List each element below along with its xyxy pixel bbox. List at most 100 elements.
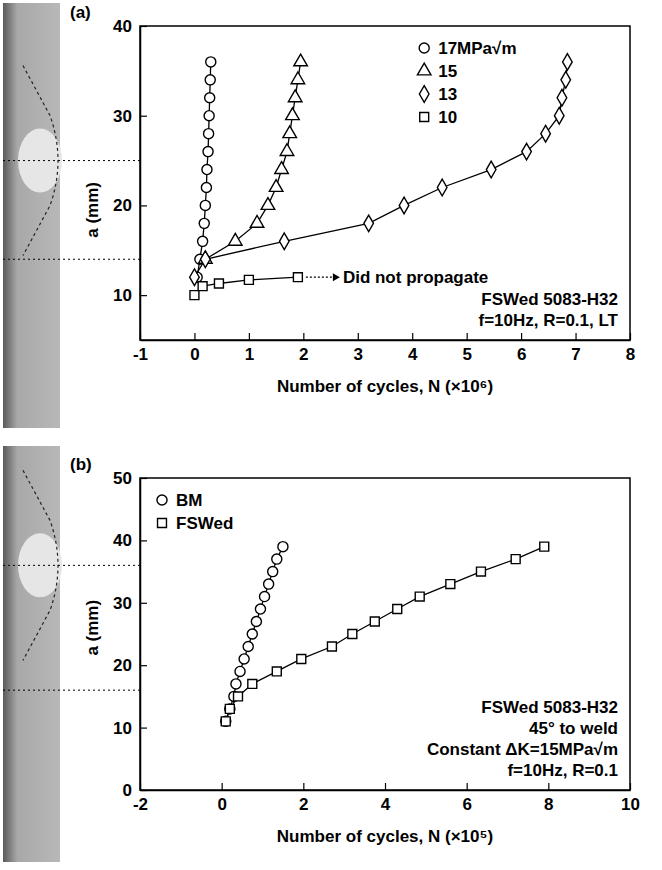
note: FSWed 5083-H3245° to weldConstant ΔK=15M… — [427, 698, 618, 780]
data-point — [247, 629, 257, 639]
tick: 40 — [113, 17, 147, 36]
tick-mark — [630, 783, 631, 790]
tick-label: 2 — [299, 795, 308, 814]
x-axis: -20246810 — [133, 783, 640, 814]
data-point — [511, 555, 520, 564]
tick-label: 30 — [113, 594, 132, 613]
series-line — [226, 547, 545, 722]
data-point — [370, 617, 379, 626]
y-axis-title: a (mm) — [83, 600, 102, 656]
data-point — [268, 567, 278, 577]
y-axis: 10 20 30 40 — [113, 17, 147, 341]
tick-label: 40 — [113, 531, 132, 550]
tick: 6 — [517, 333, 526, 364]
micrograph-image — [3, 3, 60, 428]
data-point — [557, 89, 567, 106]
data-point — [239, 654, 249, 664]
plot-data — [190, 54, 573, 300]
data-point — [204, 111, 214, 121]
tick-label: 4 — [381, 795, 391, 814]
tick-label: 40 — [113, 17, 132, 36]
axis-line — [140, 27, 142, 341]
x-axis-title: Number of cycles, N (×10⁵) — [277, 827, 493, 846]
data-point — [251, 616, 261, 626]
tick-mark — [194, 333, 195, 340]
tick: 8 — [544, 783, 553, 814]
tick-label: 6 — [517, 345, 526, 364]
tick-label: 1 — [245, 345, 254, 364]
tick: 8 — [626, 333, 635, 364]
y-axis-title: a (mm) — [83, 182, 102, 238]
data-point — [259, 592, 269, 602]
tick-label: 8 — [626, 345, 635, 364]
panel-label: (b) — [70, 455, 92, 474]
tick-mark — [575, 333, 576, 340]
data-point — [399, 197, 409, 214]
data-point — [190, 291, 199, 300]
y-axis: 01020304050 — [113, 469, 147, 800]
legend-label: 13 — [438, 85, 457, 104]
tick: 30 — [113, 107, 147, 126]
tick: 0 — [217, 783, 226, 814]
data-point — [446, 580, 455, 589]
data-point — [225, 704, 235, 714]
tick-mark — [140, 295, 147, 296]
reference-line — [3, 690, 140, 691]
x-axis: -1012345678 — [133, 333, 635, 364]
series-line — [205, 62, 300, 259]
data-point — [264, 579, 274, 589]
data-point — [225, 704, 234, 713]
tick-mark — [521, 333, 522, 340]
data-point — [288, 90, 302, 102]
annotation-text: Did not propagate — [343, 268, 488, 287]
data-point — [248, 679, 257, 688]
note-line: FSWed 5083-H32 — [481, 290, 618, 309]
tick-label: -2 — [133, 795, 148, 814]
data-point — [279, 233, 289, 250]
data-point — [283, 126, 297, 138]
tick-mark — [140, 665, 147, 666]
legend-label: 15 — [438, 62, 457, 81]
tick-mark — [140, 116, 147, 117]
data-point — [275, 162, 289, 174]
tick: 20 — [113, 656, 147, 675]
tick: 4 — [381, 783, 391, 814]
tick-label: 20 — [113, 656, 132, 675]
data-point — [486, 161, 496, 178]
data-point — [231, 679, 241, 689]
data-point — [415, 592, 424, 601]
tick-mark — [630, 333, 631, 340]
data-point — [272, 667, 281, 676]
tick: 2 — [299, 783, 308, 814]
data-point — [199, 218, 209, 228]
note-line: 45° to weld — [529, 719, 618, 738]
data-point — [522, 143, 532, 160]
data-point — [198, 236, 208, 246]
data-point — [563, 54, 573, 71]
data-point — [214, 279, 223, 288]
series-line — [226, 547, 283, 722]
tick-mark — [140, 603, 147, 604]
reference-line — [3, 160, 140, 161]
data-point — [286, 108, 300, 120]
tick-mark — [140, 727, 147, 728]
data-point — [261, 198, 275, 210]
tick: 10 — [113, 286, 147, 305]
tick-label: 10 — [113, 286, 132, 305]
tick-label: 0 — [217, 795, 226, 814]
micrograph — [3, 446, 62, 862]
data-point — [255, 604, 265, 614]
tick: 50 — [113, 469, 147, 488]
tick-mark — [140, 540, 147, 541]
data-point — [235, 666, 245, 676]
data-point — [364, 215, 374, 232]
axis-line — [140, 479, 142, 791]
panel: -101234567810203040Number of cycles, N (… — [3, 3, 635, 428]
note: FSWed 5083-H32f=10Hz, R=0.1, LT — [478, 290, 618, 330]
data-point — [202, 164, 212, 174]
note-line: f=10Hz, R=0.1 — [507, 761, 618, 780]
tick: 0 — [190, 333, 199, 364]
data-point — [291, 72, 305, 84]
tick-label: 20 — [113, 196, 132, 215]
tick-mark — [467, 333, 468, 340]
